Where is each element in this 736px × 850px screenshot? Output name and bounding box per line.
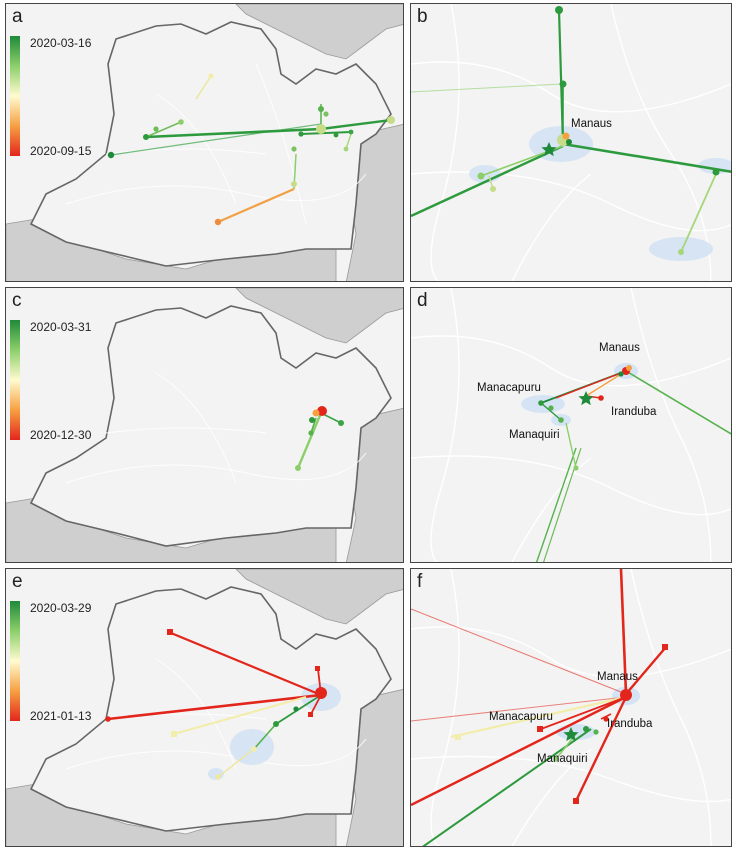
amazonas-state-outline [29,21,392,267]
panel-label-b: b [417,6,428,27]
map-d-svg [411,288,731,562]
colorbar-end-date-e: 2021-01-13 [30,709,92,723]
city-label-iranduba-f: Iranduba [607,718,653,730]
city-label-manacapuru-d: Manacapuru [477,382,541,394]
star-marker-b [541,142,557,157]
colorbar-end-date-c: 2020-12-30 [30,428,92,442]
amazonas-state-outline-c [29,305,392,547]
colorbar-start-date-a: 2020-03-16 [30,36,92,50]
transmission-nodes-e [105,629,327,780]
panel-f-zoom-map: f Manaus Manacapuru Iranduba Manaquiri [410,568,732,847]
city-label-manaquiri-f: Manaquiri [537,753,588,765]
map-f-svg [411,569,731,846]
transmission-nodes-a [107,73,395,226]
city-label-manaus-d: Manaus [599,342,640,354]
map-a-svg [6,4,403,281]
colorbar-start-date-e: 2020-03-29 [30,601,92,615]
transmission-nodes-d [538,365,632,471]
date-colorbar-c: 2020-03-31 2020-12-30 [10,320,91,442]
panel-a-state-map: a 2020-03-16 2020-09-15 [5,3,404,282]
star-marker-d [578,391,594,406]
panel-label-a: a [12,6,23,27]
panel-label-f: f [417,571,423,592]
city-label-manacapuru-f: Manacapuru [489,711,553,723]
panel-e-state-map: e 2020-03-29 2021-01-13 [5,568,404,847]
panel-b-zoom-map: b Manaus [410,3,732,282]
panel-label-c: c [12,290,22,311]
panel-label-e: e [12,571,23,592]
panel-d-zoom-map: d Manaus Manacapuru Iranduba Manaquiri [410,287,732,563]
city-label-manaquiri-d: Manaquiri [509,429,560,441]
transmission-nodes-f [455,644,668,804]
panel-label-d: d [417,290,428,311]
outside-region-ne [235,4,403,60]
transmission-nodes-b [477,6,720,255]
colorbar-end-date-a: 2020-09-15 [30,144,92,158]
star-marker-f [563,727,579,742]
city-label-manaus-f: Manaus [597,671,638,683]
date-colorbar-a: 2020-03-16 2020-09-15 [10,36,91,158]
city-label-manaus-b: Manaus [571,118,612,130]
map-e-svg [6,569,403,846]
map-b-svg [411,4,731,281]
amazonas-state-outline-e [29,586,392,832]
city-label-iranduba-d: Iranduba [611,406,657,418]
map-c-svg [6,288,403,562]
date-colorbar-e: 2020-03-29 2021-01-13 [10,601,91,723]
panel-c-state-map: c 2020-03-31 2020-12-30 [5,287,404,563]
colorbar-start-date-c: 2020-03-31 [30,320,92,334]
transmission-nodes-c [295,406,344,471]
